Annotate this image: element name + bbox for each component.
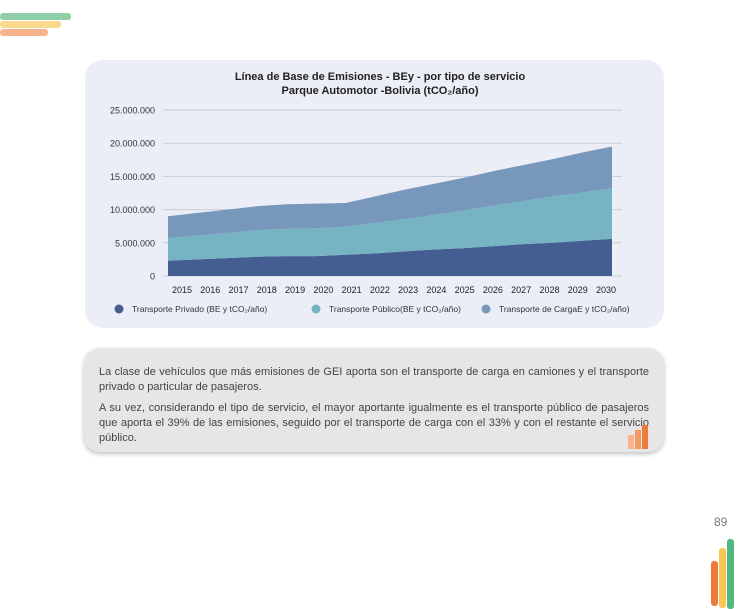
legend-label: Transporte de CargaE y tCO₂/año) <box>499 304 630 314</box>
x-tick-label: 2020 <box>313 285 333 295</box>
y-tick-label: 15.000.000 <box>110 172 155 182</box>
y-tick-label: 0 <box>150 272 155 282</box>
page-number: 89 <box>714 515 728 529</box>
x-tick-label: 2029 <box>568 285 588 295</box>
decor-bar-green-dark <box>727 539 734 609</box>
x-tick-label: 2026 <box>483 285 503 295</box>
x-tick-label: 2025 <box>455 285 475 295</box>
x-tick-label: 2027 <box>511 285 531 295</box>
x-tick-label: 2015 <box>172 285 192 295</box>
legend-marker <box>114 304 124 314</box>
legend-marker <box>481 304 491 314</box>
area-series-1 <box>168 188 612 261</box>
area-series-2 <box>168 146 612 239</box>
x-tick-label: 2028 <box>539 285 559 295</box>
decor-bar-orange-dark <box>711 561 718 606</box>
decor-bar-green <box>0 13 71 20</box>
decor-bar-yellow-dark <box>719 548 726 608</box>
decor-bar-yellow <box>0 21 61 28</box>
x-tick-label: 2019 <box>285 285 305 295</box>
chart-subtitle: Parque Automotor -Bolivia (tCO₂/año) <box>282 85 479 97</box>
x-tick-label: 2023 <box>398 285 418 295</box>
paragraph-2: A su vez, considerando el tipo de servic… <box>99 402 649 444</box>
y-tick-label: 5.000.000 <box>115 238 155 248</box>
legend-marker <box>311 304 321 314</box>
chart-title: Línea de Base de Emisiones - BEy - por t… <box>235 71 526 83</box>
y-tick-label: 10.000.000 <box>110 205 155 215</box>
y-tick-label: 20.000.000 <box>110 139 155 149</box>
legend-label: Transporte Privado (BE y tCO₂/año) <box>132 304 267 314</box>
y-tick-label: 25.000.000 <box>110 106 155 116</box>
x-tick-label: 2016 <box>200 285 220 295</box>
stacked-area-chart: Línea de Base de Emisiones - BEy - por t… <box>110 71 630 314</box>
chart-card: Línea de Base de Emisiones - BEy - por t… <box>85 60 664 328</box>
x-tick-label: 2030 <box>596 285 616 295</box>
x-tick-label: 2024 <box>426 285 446 295</box>
legend-label: Transporte Público(BE y tCO₂/año) <box>329 304 461 314</box>
paragraph-1: La clase de vehículos que más emisiones … <box>99 366 649 393</box>
x-tick-label: 2017 <box>229 285 249 295</box>
area-series-0 <box>168 238 612 276</box>
x-tick-label: 2018 <box>257 285 277 295</box>
x-tick-label: 2021 <box>342 285 362 295</box>
summary-text-box: La clase de vehículos que más emisiones … <box>84 348 664 452</box>
x-tick-label: 2022 <box>370 285 390 295</box>
decor-bar-orange <box>0 29 48 36</box>
bar-chart-icon <box>628 425 648 449</box>
